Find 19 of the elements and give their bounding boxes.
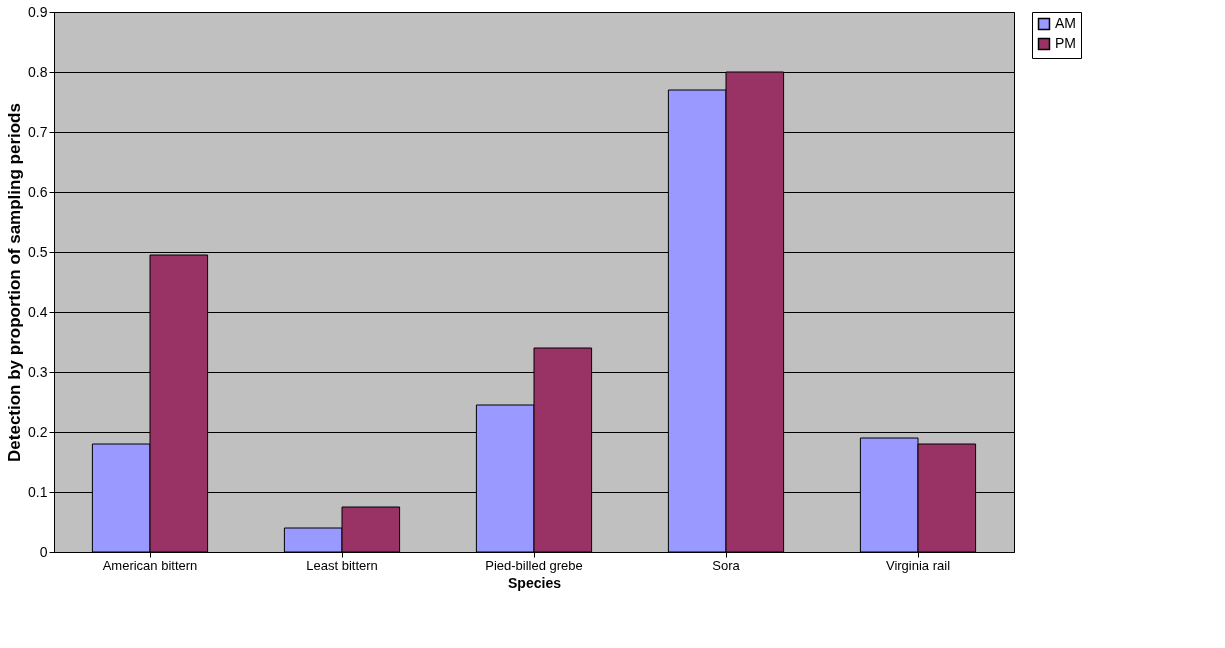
y-tick-label: 0.4 bbox=[28, 303, 48, 320]
y-tick-label: 0.3 bbox=[28, 363, 48, 380]
y-tick-label: 0.5 bbox=[28, 243, 48, 260]
legend-label: AM bbox=[1055, 15, 1076, 31]
x-tick-label: Pied-billed grebe bbox=[485, 557, 583, 573]
x-axis-title: Species bbox=[508, 574, 562, 591]
x-tick-label: Sora bbox=[712, 557, 741, 573]
y-tick-label: 0.9 bbox=[28, 3, 48, 20]
legend-label: PM bbox=[1055, 35, 1076, 51]
y-tick-label: 0.2 bbox=[28, 423, 48, 440]
x-tick-label: Least bittern bbox=[306, 557, 378, 573]
y-tick-label: 0.8 bbox=[28, 63, 48, 80]
y-tick-label: 0.7 bbox=[28, 123, 48, 140]
y-axis-title: Detection by proportion of sampling periods bbox=[5, 103, 25, 462]
x-tick-label: American bittern bbox=[102, 557, 198, 573]
x-tick-label: Virginia rail bbox=[885, 557, 951, 573]
y-tick-label: 0 bbox=[39, 543, 48, 560]
y-tick-label: 0.1 bbox=[28, 483, 48, 500]
y-tick-label: 0.6 bbox=[28, 183, 48, 200]
